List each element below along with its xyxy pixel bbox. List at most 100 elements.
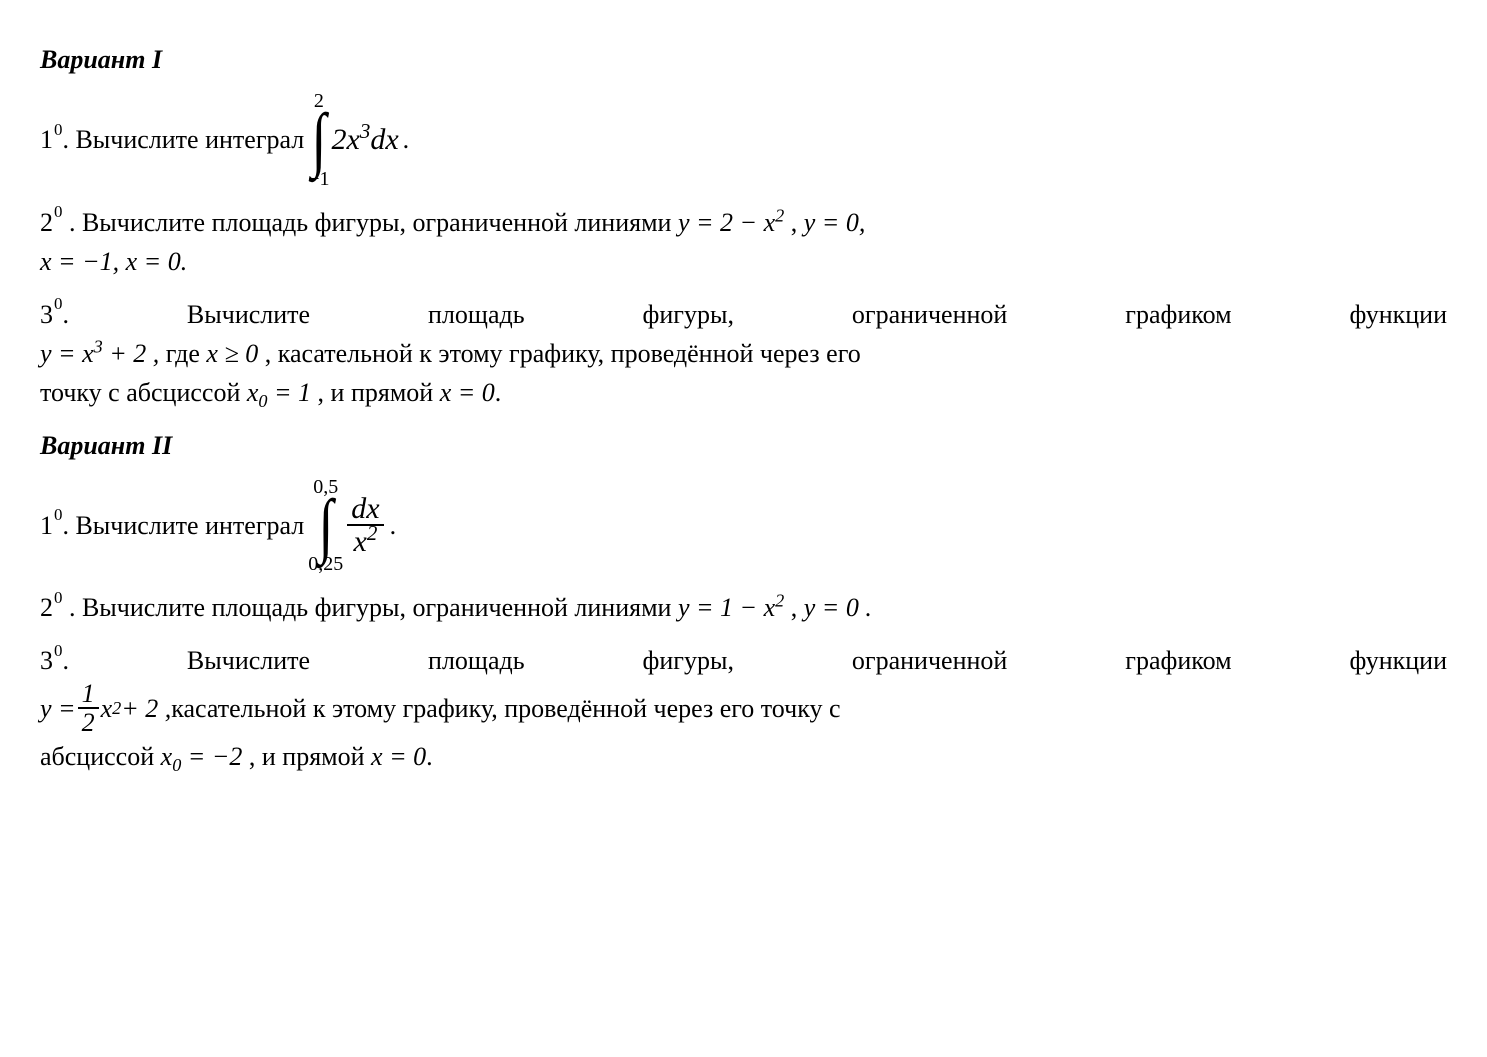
problem-3-line-3: абсциссой x0 = −2 , и прямой x = 0. [40,737,1447,776]
eq-x0-minus-2: x0 = −2 [161,742,249,771]
eq-exp: 3 [94,336,103,356]
problem-3-line-2: y = x3 + 2 , где x ≥ 0 , касательной к э… [40,334,1447,373]
integral-body: dx x2 [345,493,385,558]
variant-1-problem-1: 1 0 . Вычислите интеграл 2 ∫ −1 2x3dx . [40,91,1447,189]
x0-sub: 0 [258,391,267,411]
problem-number: 3 0 [40,295,62,334]
eq-x-0: x = 0 [371,742,426,771]
problem-number-sup: 0 [54,502,62,527]
integrand-exp: 3 [360,119,371,143]
integral-block: 0,5 ∫ 0,25 dx x2 [308,477,385,575]
problem-3-line-1: 3 0 . Вычислите площадь фигуры, ограниче… [40,295,1447,334]
problem-3-line3-mid: , и прямой [318,378,440,407]
eq-x-ge-0: x ≥ 0 [206,339,258,368]
fraction-denominator: 2 [78,709,99,736]
eq-y-2-minus-x2: y = 2 − x2 [678,208,791,237]
eq-pre: y = [40,689,76,728]
problem-3-line3-a: абсциссой [40,742,161,771]
eq-exp: 2 [775,591,784,611]
problem-3-line2-rest: касательной к этому графику, проведённой… [171,689,840,728]
problem-3-line1-text: . Вычислите площадь фигуры, ограниченной… [62,300,1447,329]
eq-exp: 2 [775,205,784,225]
variant-2-problem-3: 3 0 . Вычислите площадь фигуры, ограниче… [40,641,1447,776]
eq-var: x [101,689,113,728]
eq-var: x [764,593,776,622]
integrand-dx: dx [370,123,398,156]
problem-number-sup: 0 [54,585,62,610]
variant-1-title: Вариант I [40,40,1447,79]
integral-sign-icon: ∫ [311,111,326,169]
eq-x-0: x = 0 [440,378,495,407]
separator: , [791,593,804,622]
eq-y-1-minus-x2: y = 1 − x2 [678,593,791,622]
problem-number-sup: 0 [54,199,62,224]
problem-1-lead: . Вычислите интеграл [62,120,304,159]
where-text: где [166,339,207,368]
problem-3-line3-a: точку с абсциссой [40,378,247,407]
problem-3-line3-end: . [495,378,502,407]
variant-2-problem-1: 1 0 . Вычислите интеграл 0,5 ∫ 0,25 dx x… [40,477,1447,575]
eq-lhs: y = x [40,339,94,368]
eq-lhs: y [678,208,690,237]
problem-3-line2-rest: , касательной к этому графику, проведённ… [265,339,861,368]
x0-var: x [161,742,173,771]
eq-y-0: y = 0 . [804,593,872,622]
problem-3-line1-text: . Вычислите площадь фигуры, ограниченной… [62,646,1447,675]
problem-number-value: 1 [40,506,53,545]
integrand-coeff: 2 [332,123,347,156]
problem-number: 1 0 [40,506,62,545]
problem-number-value: 3 [40,295,53,334]
problem-number: 1 0 [40,120,62,159]
x0-sub: 0 [172,755,181,775]
eq-mid: = 2 − [690,208,764,237]
problem-number-sup: 0 [54,638,62,663]
eq-x-bounds: x = −1, x = 0. [40,247,187,276]
variant-1-problem-2: 2 0 . Вычислите площадь фигуры, ограниче… [40,203,1447,281]
problem-number: 2 0 [40,588,62,627]
problem-3-line-1: 3 0 . Вычислите площадь фигуры, ограниче… [40,641,1447,680]
eq-lhs: y [678,593,690,622]
eq-mid: = 1 − [690,593,764,622]
eq-tail: + 2 , [121,689,171,728]
problem-number-sup: 0 [54,117,62,142]
integral-column: 0,5 ∫ 0,25 [308,477,343,575]
problem-2-text-a: . Вычислите площадь фигуры, ограниченной… [69,593,678,622]
fraction-numerator: 1 [78,680,99,709]
integral-block: 2 ∫ −1 2x3dx [308,91,398,189]
eq-tail: + 2 , [103,339,160,368]
eq-y-half-x2-plus-2: y = 1 2 x2 + 2 , [40,680,171,737]
integral-body: 2x3dx [332,117,399,162]
integral-column: 2 ∫ −1 [308,91,329,189]
integral-sign-icon: ∫ [318,497,333,555]
problem-number-value: 2 [40,203,53,242]
eq-var: x [764,208,776,237]
eq-y-x3-plus-2: y = x3 + 2 , [40,339,166,368]
variant-2-title: Вариант II [40,426,1447,465]
den-var: x [353,525,366,558]
problem-number-value: 2 [40,588,53,627]
separator: , [791,208,804,237]
fraction-numerator: dx [347,493,383,527]
x0-val: = 1 [268,378,312,407]
eq-y-0: y = 0, [804,208,866,237]
problem-3-line-2: y = 1 2 x2 + 2 , касательной к этому гра… [40,680,1447,737]
problem-3-line3-end: . [426,742,433,771]
integrand-fraction: dx x2 [347,493,383,558]
problem-3-line3-mid: , и прямой [249,742,371,771]
integral-tail-dot: . [390,506,397,545]
problem-number: 3 0 [40,641,62,680]
variant-2-problem-2: 2 0 . Вычислите площадь фигуры, ограниче… [40,588,1447,627]
problem-number-sup: 0 [54,291,62,316]
x0-val: = −2 [181,742,249,771]
problem-2-text-a: . Вычислите площадь фигуры, ограниченной… [69,208,678,237]
integrand-var: x [347,123,360,156]
eq-x0-1: x0 = 1 [247,378,318,407]
den-exp: 2 [367,521,378,545]
problem-number: 2 0 [40,203,62,242]
problem-1-lead: . Вычислите интеграл [62,506,304,545]
integral-tail-dot: . [403,120,410,159]
x0-var: x [247,378,259,407]
problem-3-line-3: точку с абсциссой x0 = 1 , и прямой x = … [40,373,1447,412]
variant-1-problem-3: 3 0 . Вычислите площадь фигуры, ограниче… [40,295,1447,412]
problem-number-value: 1 [40,120,53,159]
